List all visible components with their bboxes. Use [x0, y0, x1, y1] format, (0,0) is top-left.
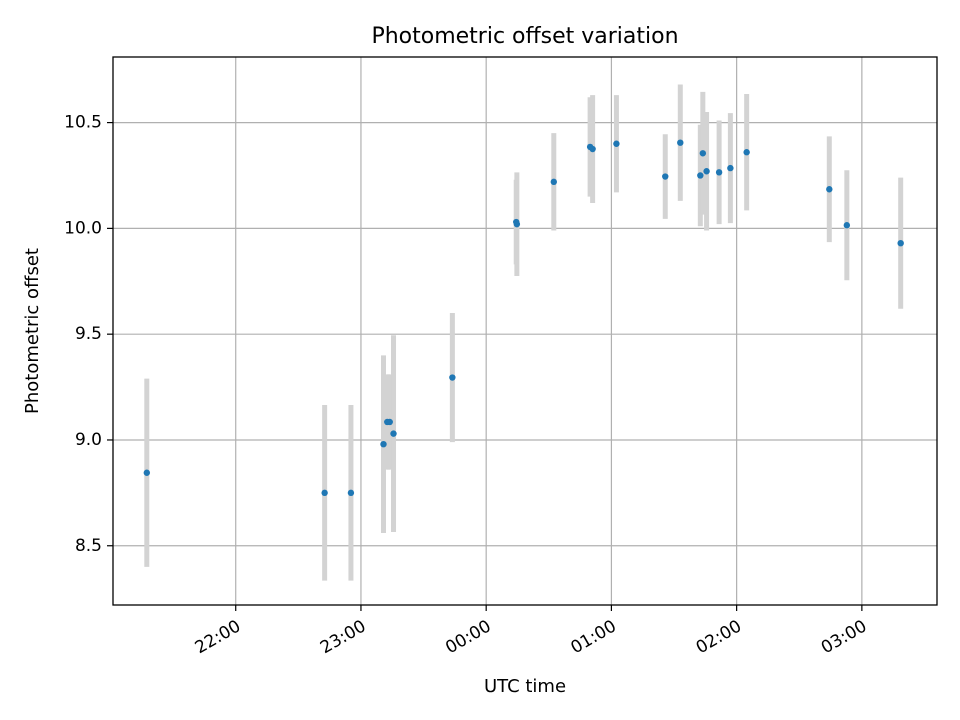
data-point [843, 222, 851, 229]
data-point [143, 469, 151, 476]
x-axis-label: UTC time [484, 676, 566, 697]
data-point [897, 239, 904, 247]
data-point [550, 178, 558, 186]
y-tick-label: 8.5 [75, 536, 102, 556]
data-point [743, 149, 750, 156]
y-tick-label: 10.0 [64, 218, 102, 238]
data-points [143, 139, 904, 497]
data-point [321, 489, 328, 497]
data-point [380, 440, 387, 448]
data-point [386, 418, 393, 426]
data-point [727, 164, 734, 172]
data-point [662, 173, 669, 180]
y-tick-label: 9.5 [75, 324, 102, 344]
data-point [613, 140, 620, 147]
y-axis-label: Photometric offset [22, 248, 43, 414]
data-point [699, 150, 707, 157]
y-tick-label: 10.5 [64, 113, 102, 133]
data-point [513, 220, 521, 228]
data-point [703, 168, 710, 175]
data-point [697, 172, 704, 179]
grid [113, 57, 937, 605]
data-point [390, 430, 397, 437]
data-point [826, 186, 833, 193]
y-tick-label: 9.0 [75, 430, 102, 450]
data-point [677, 139, 684, 146]
plot-area [113, 57, 937, 605]
data-point [589, 145, 596, 153]
data-point [347, 489, 355, 497]
plot-frame [112, 56, 938, 606]
data-point [715, 169, 723, 176]
chart-title: Photometric offset variation [371, 24, 678, 49]
data-point [449, 374, 456, 381]
